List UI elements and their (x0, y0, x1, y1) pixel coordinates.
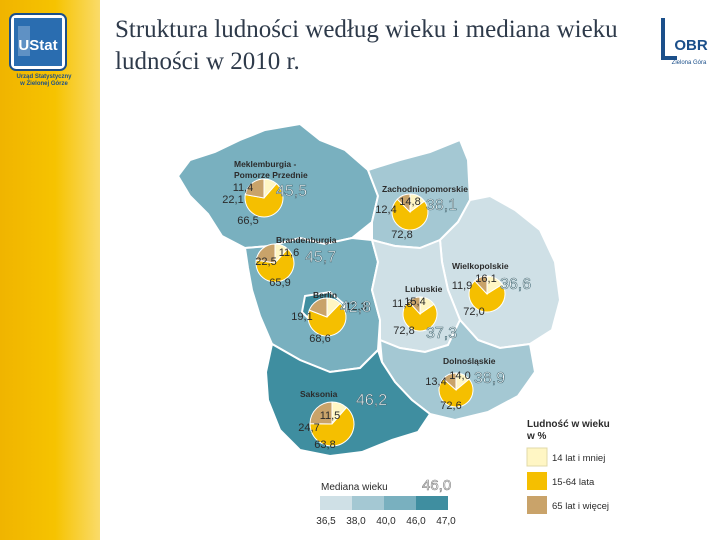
median-dolnoslaskie: 38,9 (474, 370, 505, 387)
pie-meklemburgia (244, 178, 284, 218)
age-legend-swatch-0-14 (526, 447, 548, 467)
pie-berlin (307, 297, 347, 337)
label-lubuskie-65: 11,8 (392, 298, 413, 310)
pie-meklemburgia-slice-15-64 (244, 182, 284, 218)
median-wielkopolskie: 36,6 (500, 276, 531, 293)
pie-brandenburgia (255, 243, 295, 283)
label-zachodniopomorskie-65: 12,4 (375, 204, 396, 216)
pie-zachodniopomorskie-slice-15-64 (391, 198, 429, 231)
label-meklemburgia-15-64: 66,5 (237, 215, 258, 227)
median-scale-tick-5: 47,0 (436, 516, 456, 527)
label-wielkopolskie-0-14: 16,1 (475, 273, 496, 285)
label-zachodniopomorskie-0-14: 14,8 (399, 196, 420, 208)
pie-berlin-slice-15-64 (307, 302, 347, 337)
median-scale-tick-2: 38,0 (346, 516, 366, 527)
label-zachodniopomorskie-15-64: 72,8 (391, 229, 412, 241)
ustat-caption: Urząd Statystyczny w Zielonej Górze (4, 74, 84, 88)
region-label-meklemburgia-1: Meklemburgia - (234, 159, 297, 169)
age-legend-label-0-14: 14 lat i mniej (552, 453, 605, 464)
median-scale: Mediana wieku 46,0 36,5 38,0 40,0 46,0 4… (316, 477, 456, 527)
pie-wielkopolskie-slice-65-plus (474, 275, 488, 296)
label-meklemburgia-65: 22,1 (222, 194, 243, 206)
median-saksonia: 46,2 (356, 392, 387, 409)
median-scale-bin-2 (352, 496, 384, 510)
label-lubuskie-0-14: 15,4 (404, 296, 425, 308)
median-scale-tick-3: 40,0 (376, 516, 396, 527)
label-dolnoslaskie-15-64: 72,6 (440, 400, 461, 412)
median-brandenburgia: 45,7 (305, 249, 336, 266)
age-legend-title-2: w % (526, 431, 547, 442)
pie-dolnoslaskie-slice-65-plus (442, 372, 457, 392)
label-saksonia-0-14: 11,5 (320, 410, 341, 422)
label-lubuskie-15-64: 72,8 (393, 325, 414, 337)
pie-lubuskie (402, 296, 438, 332)
pie-zachodniopomorskie (391, 193, 429, 231)
median-scale-tick-1: 36,5 (316, 516, 336, 527)
region-label-wielkopolskie: Wielkopolskie (452, 261, 509, 271)
age-legend: Ludność w wieku w % 14 lat i mniej 15-64… (526, 419, 610, 514)
obr-logo-text: OBR (674, 37, 708, 54)
label-berlin-15-64: 68,6 (309, 333, 330, 345)
pie-saksonia-slice-65-plus (309, 401, 333, 425)
pie-meklemburgia-slice-65-plus (244, 178, 265, 199)
region-label-berlin: Berlin (313, 290, 337, 300)
label-dolnoslaskie-0-14: 14,0 (449, 370, 470, 382)
region-saksonia (264, 342, 432, 458)
label-saksonia-65: 24,7 (298, 422, 319, 434)
pie-brandenburgia-slice-15-64 (255, 248, 295, 283)
region-label-lubuskie: Lubuskie (405, 284, 443, 294)
pie-wielkopolskie (468, 275, 506, 313)
obr-logo-caption: Zielona Góra (672, 60, 707, 66)
ustat-logo-text: UStat (18, 37, 57, 54)
age-legend-label-15-64: 15-64 lata (552, 477, 595, 488)
label-brandenburgia-0-14: 11,6 (279, 247, 300, 259)
label-meklemburgia-0-14: 11,4 (233, 182, 254, 194)
pie-lubuskie-slice-15-64 (402, 300, 438, 332)
ustat-caption-line1: Urząd Statystyczny (16, 74, 72, 80)
obr-logo: OBR Zielona Góra (661, 18, 708, 66)
median-scale-title: Mediana wieku (321, 482, 388, 493)
ustat-logo: UStat (9, 13, 67, 71)
region-label-saksonia: Saksonia (300, 389, 338, 399)
sidebar-strip (0, 0, 100, 540)
median-scale-bin-4 (416, 496, 448, 510)
median-scale-tick-4: 46,0 (406, 516, 426, 527)
pie-dolnoslaskie-slice-15-64 (438, 377, 474, 408)
ustat-caption-line2: w Zielonej Górze (20, 81, 68, 87)
median-zachodniopomorskie: 38,1 (426, 197, 457, 214)
pie-berlin-slice-65-plus (308, 297, 328, 318)
label-saksonia-15-64: 63,8 (314, 439, 335, 451)
median-meklemburgia: 45,5 (276, 183, 307, 200)
label-berlin-65: 19,1 (291, 311, 312, 323)
region-label-meklemburgia-2: Pomorze Przednie (234, 170, 308, 180)
page-title: Struktura ludności według wieku i median… (115, 16, 618, 75)
pie-saksonia-slice-15-64 (309, 406, 355, 447)
pie-lubuskie-slice-65-plus (407, 296, 421, 316)
label-wielkopolskie-65: 11,9 (452, 280, 473, 292)
age-legend-label-65: 65 lat i więcej (552, 501, 609, 512)
median-berlin: 42,8 (340, 299, 371, 316)
pie-dolnoslaskie (438, 372, 474, 408)
region-label-dolnoslaskie: Dolnośląskie (443, 356, 496, 366)
label-wielkopolskie-15-64: 72,0 (463, 306, 484, 318)
label-dolnoslaskie-65: 13,4 (425, 376, 446, 388)
median-lubuskie: 37,3 (426, 325, 457, 342)
label-brandenburgia-15-64: 65,9 (269, 277, 290, 289)
age-legend-swatch-65 (527, 496, 547, 514)
pie-wielkopolskie-slice-15-64 (468, 280, 506, 313)
age-legend-swatch-15-64 (527, 472, 547, 490)
pie-brandenburgia-slice-65-plus (255, 243, 276, 264)
median-scale-highlight: 46,0 (422, 477, 451, 494)
median-scale-bin-3 (384, 496, 416, 510)
label-berlin-0-14: 12,3 (345, 301, 366, 313)
pie-zachodniopomorskie-slice-65-plus (396, 193, 411, 214)
median-scale-bin-1 (320, 496, 352, 510)
age-legend-title-1: Ludność w wieku (527, 419, 610, 430)
region-label-brandenburgia: Brandenburgia (276, 235, 337, 245)
label-brandenburgia-65: 22,5 (255, 256, 276, 268)
region-label-zachodniopomorskie: Zachodniopomorskie (382, 184, 468, 194)
pie-saksonia (309, 401, 355, 447)
